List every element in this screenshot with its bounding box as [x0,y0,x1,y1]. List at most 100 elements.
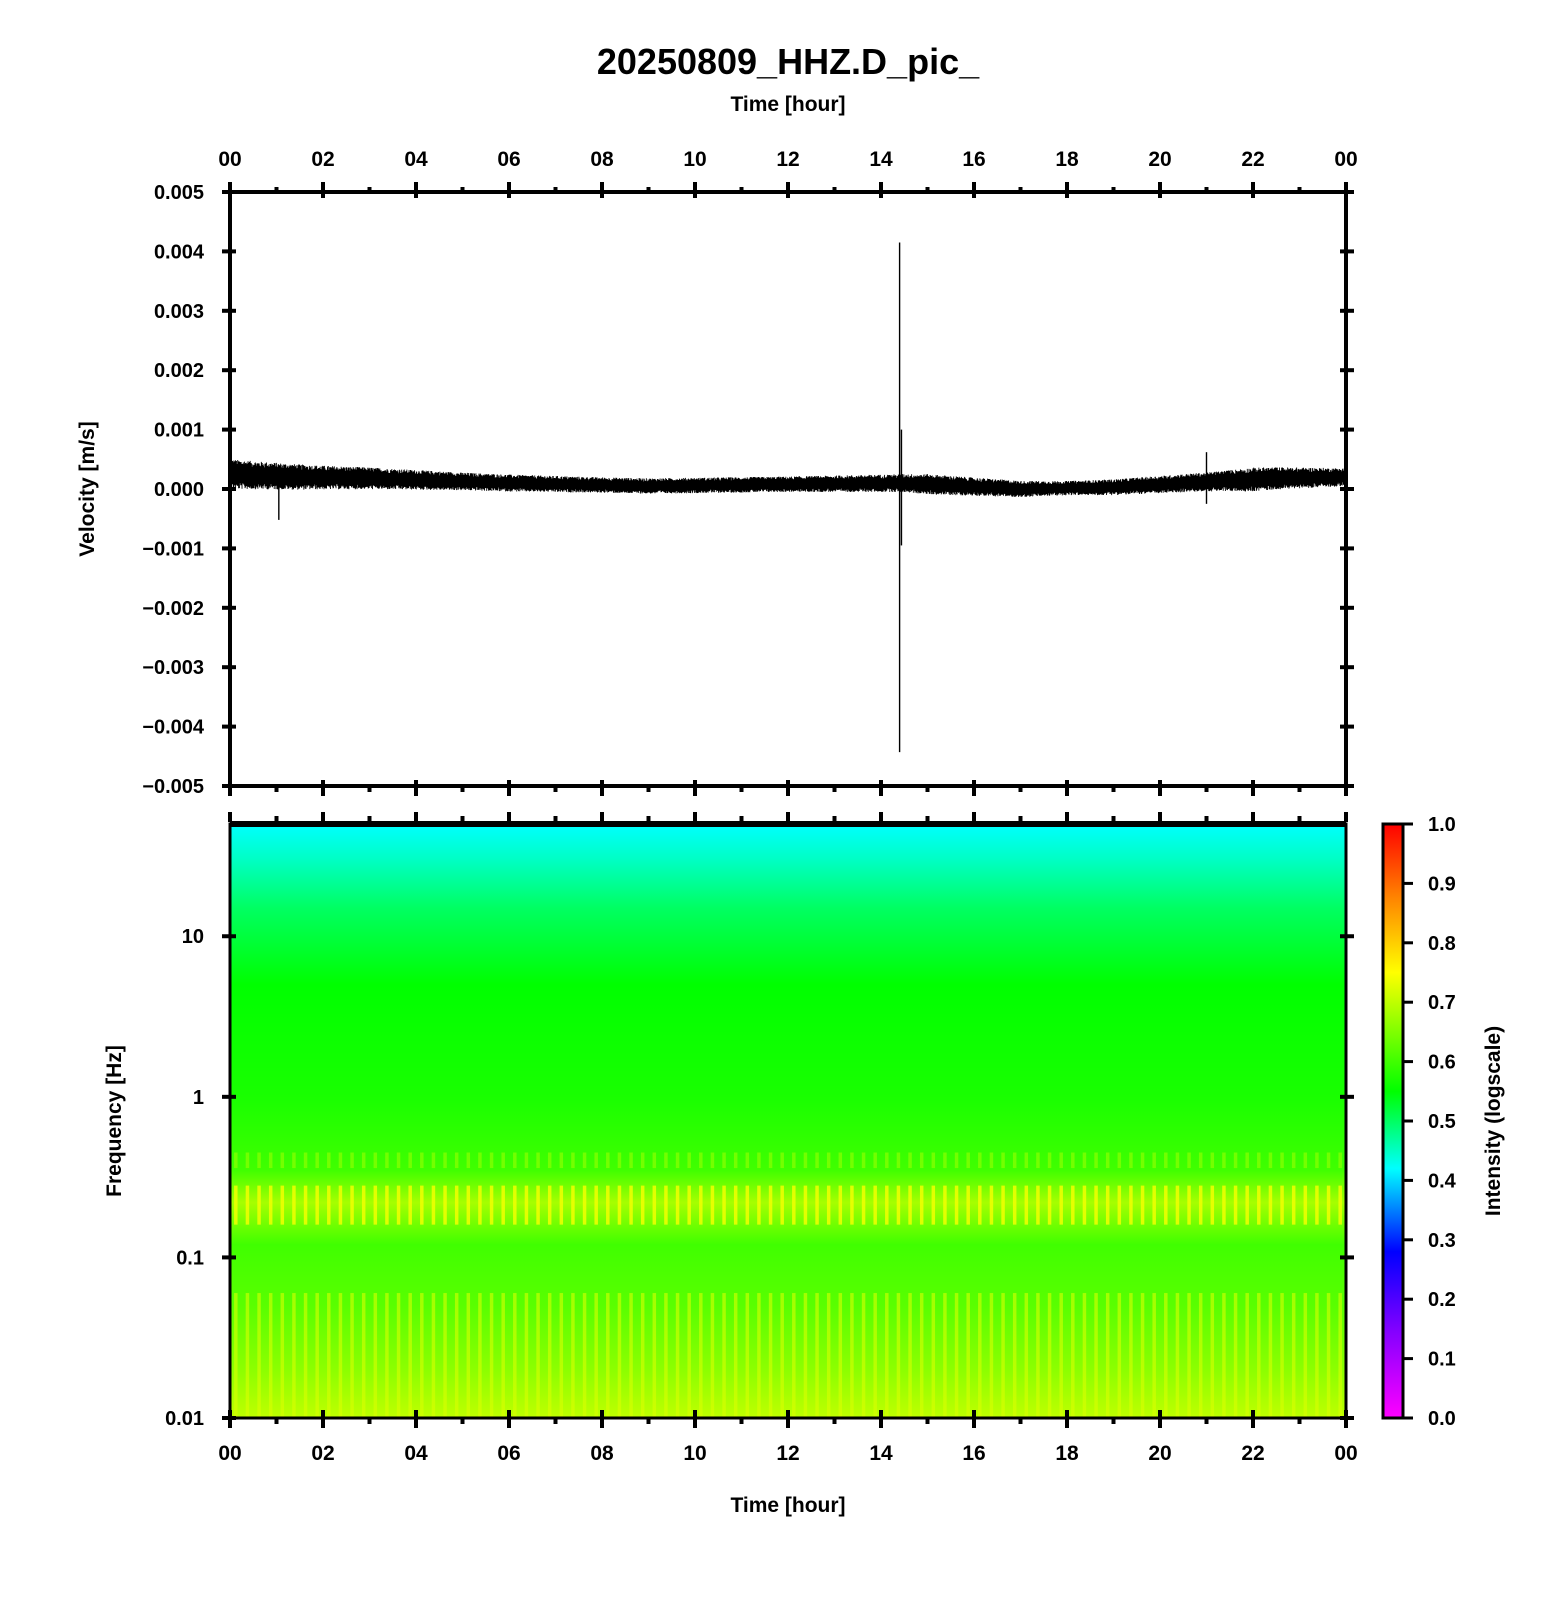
spectrogram-stripe [1315,1185,1319,1225]
spectrogram-stripe [792,1185,796,1225]
spectrogram-stripe [443,1293,447,1418]
x-tick-label: 00 [218,148,241,171]
spectrogram-stripe [513,1293,517,1418]
spectrogram-stripe [1222,1293,1226,1418]
spectrogram-stripe [1140,1152,1145,1169]
spectrogram-stripe [989,1152,994,1169]
spectrogram-stripe [1187,1152,1191,1169]
spectrogram-stripe [361,1293,366,1418]
spectrogram-stripe [1198,1152,1203,1169]
spectrogram-stripe [454,1293,459,1418]
waveform-panel: 0.005 0.004 0.003 0.002 0.001 0.000 −0.001 −0.0… [76,148,1358,798]
spectrogram-stripe [978,1152,982,1169]
spectrogram-stripe [257,1152,261,1169]
spectrogram-stripe [966,1152,970,1169]
spectrogram-stripe [361,1185,366,1225]
spectrogram-stripe [1280,1152,1284,1169]
spectrogram-stripe [594,1152,598,1169]
spectrogram-stripe [850,1152,854,1169]
spectrogram-stripe [664,1185,668,1225]
x-tick-label: 16 [962,1442,985,1465]
spectrogram-stripe [1291,1185,1296,1225]
spectrogram-stripe [280,1152,285,1169]
spectrogram-stripe [873,1152,877,1169]
spectrogram-stripe [699,1152,703,1169]
spectrogram-stripe [664,1293,668,1418]
spectrogram-stripe [722,1293,726,1418]
spectrogram-stripe [536,1152,540,1169]
spectrogram-stripe [501,1152,505,1169]
spectrogram-stripe [1164,1293,1168,1418]
spectrogram-stripe [361,1152,366,1169]
spectrogram-stripe [1198,1185,1203,1225]
y-tick-label: −0.002 [142,598,204,620]
spectrogram-stripe [1012,1185,1017,1225]
spectrogram-stripe [768,1293,773,1418]
spectrogram-stripe [1315,1152,1319,1169]
spectrogram-stripe [466,1152,471,1169]
spectrogram-stripe [257,1185,261,1225]
colorbar-tick-label: 0.6 [1428,1052,1456,1074]
waveform-trace [230,242,1346,753]
spectrogram-stripe [850,1293,854,1418]
spectrogram-y-axis-label: Frequency [Hz] [103,1045,126,1197]
spectrogram-stripe [966,1185,970,1225]
spectrogram-stripe [1152,1152,1156,1169]
spectrogram-stripe [594,1185,598,1225]
spectrogram-stripe [257,1293,261,1418]
spectrogram-stripe [327,1293,331,1418]
spectrogram-stripe [664,1152,668,1169]
spectrogram-stripe [1245,1185,1249,1225]
spectrogram-stripe [733,1185,738,1225]
spectrogram-stripe [826,1152,831,1169]
colorbar-label: Intensity (logscale) [1482,1026,1505,1216]
spectrogram-stripe [1175,1185,1180,1225]
spectrogram-stripe [1303,1185,1308,1225]
spectrogram-stripe [280,1185,285,1225]
y-tick-label: 0.004 [154,241,205,263]
spectrogram-stripe [1233,1152,1238,1169]
spectrogram-stripe [861,1293,866,1418]
spectrogram-stripe [268,1293,273,1418]
spectrogram-stripe [1257,1152,1261,1169]
y-tick-label: 0.000 [154,479,204,501]
spectrogram-stripe [396,1152,401,1169]
spectrogram-stripe [1094,1185,1098,1225]
spectrogram-stripe [606,1293,610,1418]
y-tick-label: 0.005 [154,182,204,204]
x-tick-label: 02 [311,148,334,171]
spectrogram-stripe [1082,1185,1087,1225]
spectrogram-stripe [547,1185,552,1225]
spectrogram-stripe [582,1185,587,1225]
spectrogram-stripe [1303,1293,1308,1418]
spectrogram-stripe [1059,1293,1063,1418]
spectrogram-stripe [245,1152,250,1169]
spectrogram-stripe [582,1293,587,1418]
spectrogram-stripe [245,1185,250,1225]
spectrogram-stripe [501,1293,505,1418]
spectrogram-stripe [338,1185,343,1225]
y-tick-label: 0.01 [165,1408,204,1430]
spectrogram-stripe [280,1293,285,1418]
spectrogram-stripe [629,1152,633,1169]
spectrogram-stripe [1047,1293,1052,1418]
spectrogram-stripe [315,1185,319,1225]
spectrogram-stripe [640,1185,645,1225]
spectrogram-stripe [1291,1152,1296,1169]
spectrogram-stripe [559,1293,564,1418]
spectrogram-stripe [1245,1152,1249,1169]
spectrogram-stripe [675,1185,680,1225]
spectrogram-stripe [350,1185,354,1225]
spectrogram-stripe [1187,1293,1191,1418]
spectrogram-stripe [338,1293,343,1418]
spectrogram-stripe [908,1152,912,1169]
spectrogram-stripe [675,1293,680,1418]
spectrogram-stripe [989,1185,994,1225]
spectrogram-stripe [571,1152,575,1169]
spectrogram-stripe [234,1152,238,1169]
spectrogram-stripe [803,1152,808,1169]
x-tick-label: 12 [776,148,799,171]
y-tick-label: 10 [182,926,204,948]
colorbar-tick-label: 0.0 [1428,1408,1456,1430]
x-tick-label: 06 [497,148,520,171]
